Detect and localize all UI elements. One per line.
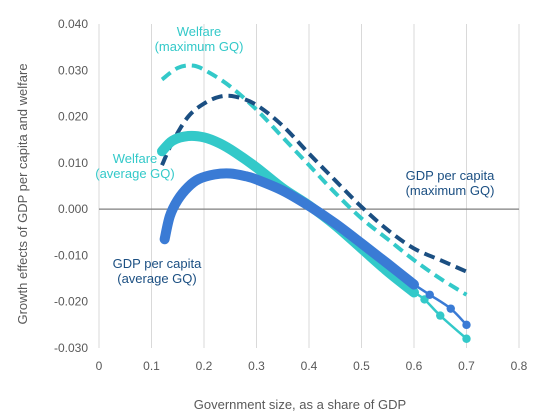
x-tick-label: 0.7: [458, 359, 475, 373]
series-tail: [412, 283, 468, 327]
series-annotation: GDP per capita (average GQ): [113, 256, 202, 286]
y-tick-label: 0.010: [58, 156, 88, 170]
x-tick-label: 0.3: [248, 359, 265, 373]
series-0: [160, 63, 468, 297]
x-tick-label: 0.5: [353, 359, 370, 373]
annotation-line: (maximum GQ): [406, 183, 495, 198]
y-tick-label: 0.000: [58, 202, 88, 216]
annotation-line: Welfare: [177, 24, 222, 39]
y-tick-label: -0.020: [54, 295, 88, 309]
data-point: [409, 288, 419, 297]
series-annotation: Welfare (average GQ): [95, 151, 174, 181]
grid: [98, 24, 520, 348]
data-point: [462, 320, 471, 330]
series-2: [157, 130, 471, 343]
x-tick-labels: 0 0.1 0.2 0.3 0.4 0.5 0.6 0.7 0.8: [96, 359, 528, 373]
data-point: [462, 334, 471, 343]
series-annotation: Welfare (maximum GQ): [155, 24, 244, 54]
x-tick-label: 0.2: [196, 359, 213, 373]
x-tick-label: 0.8: [511, 359, 528, 373]
y-tick-label: 0.040: [58, 17, 88, 31]
series-line: [160, 63, 468, 297]
data-point: [425, 290, 434, 299]
series-annotation: GDP per capita (maximum GQ): [406, 168, 496, 198]
data-point: [409, 280, 419, 289]
series-tail: [412, 291, 468, 340]
y-tick-labels: 0.040 0.030 0.020 0.010 0.000 -0.010 -0.020 -0.…: [54, 17, 88, 355]
annotation-line: (average GQ): [117, 271, 196, 286]
annotation-line: GDP per capita: [113, 256, 202, 271]
y-tick-label: 0.020: [58, 110, 88, 124]
x-tick-label: 0: [96, 359, 103, 373]
annotation-line: GDP per capita: [406, 168, 495, 183]
y-tick-label: -0.030: [54, 341, 88, 355]
series-3: [159, 168, 471, 330]
data-point: [436, 311, 445, 320]
annotation-line: (maximum GQ): [155, 39, 244, 54]
y-axis-title: Growth effects of GDP per capita and wel…: [15, 63, 30, 324]
annotations: Welfare (maximum GQ)Welfare (average GQ) GD…: [95, 24, 495, 286]
y-tick-label: -0.010: [54, 248, 88, 262]
series-layer: [157, 63, 471, 343]
y-tick-label: 0.030: [58, 63, 88, 77]
x-tick-label: 0.1: [143, 359, 160, 373]
x-axis-title: Government size, as a share of GDP: [194, 397, 406, 412]
data-point: [446, 304, 455, 313]
x-tick-label: 0.6: [406, 359, 423, 373]
annotation-line: Welfare: [113, 151, 158, 166]
annotation-line: (average GQ): [95, 166, 174, 181]
x-tick-label: 0.4: [301, 359, 318, 373]
series-line: [159, 168, 419, 290]
